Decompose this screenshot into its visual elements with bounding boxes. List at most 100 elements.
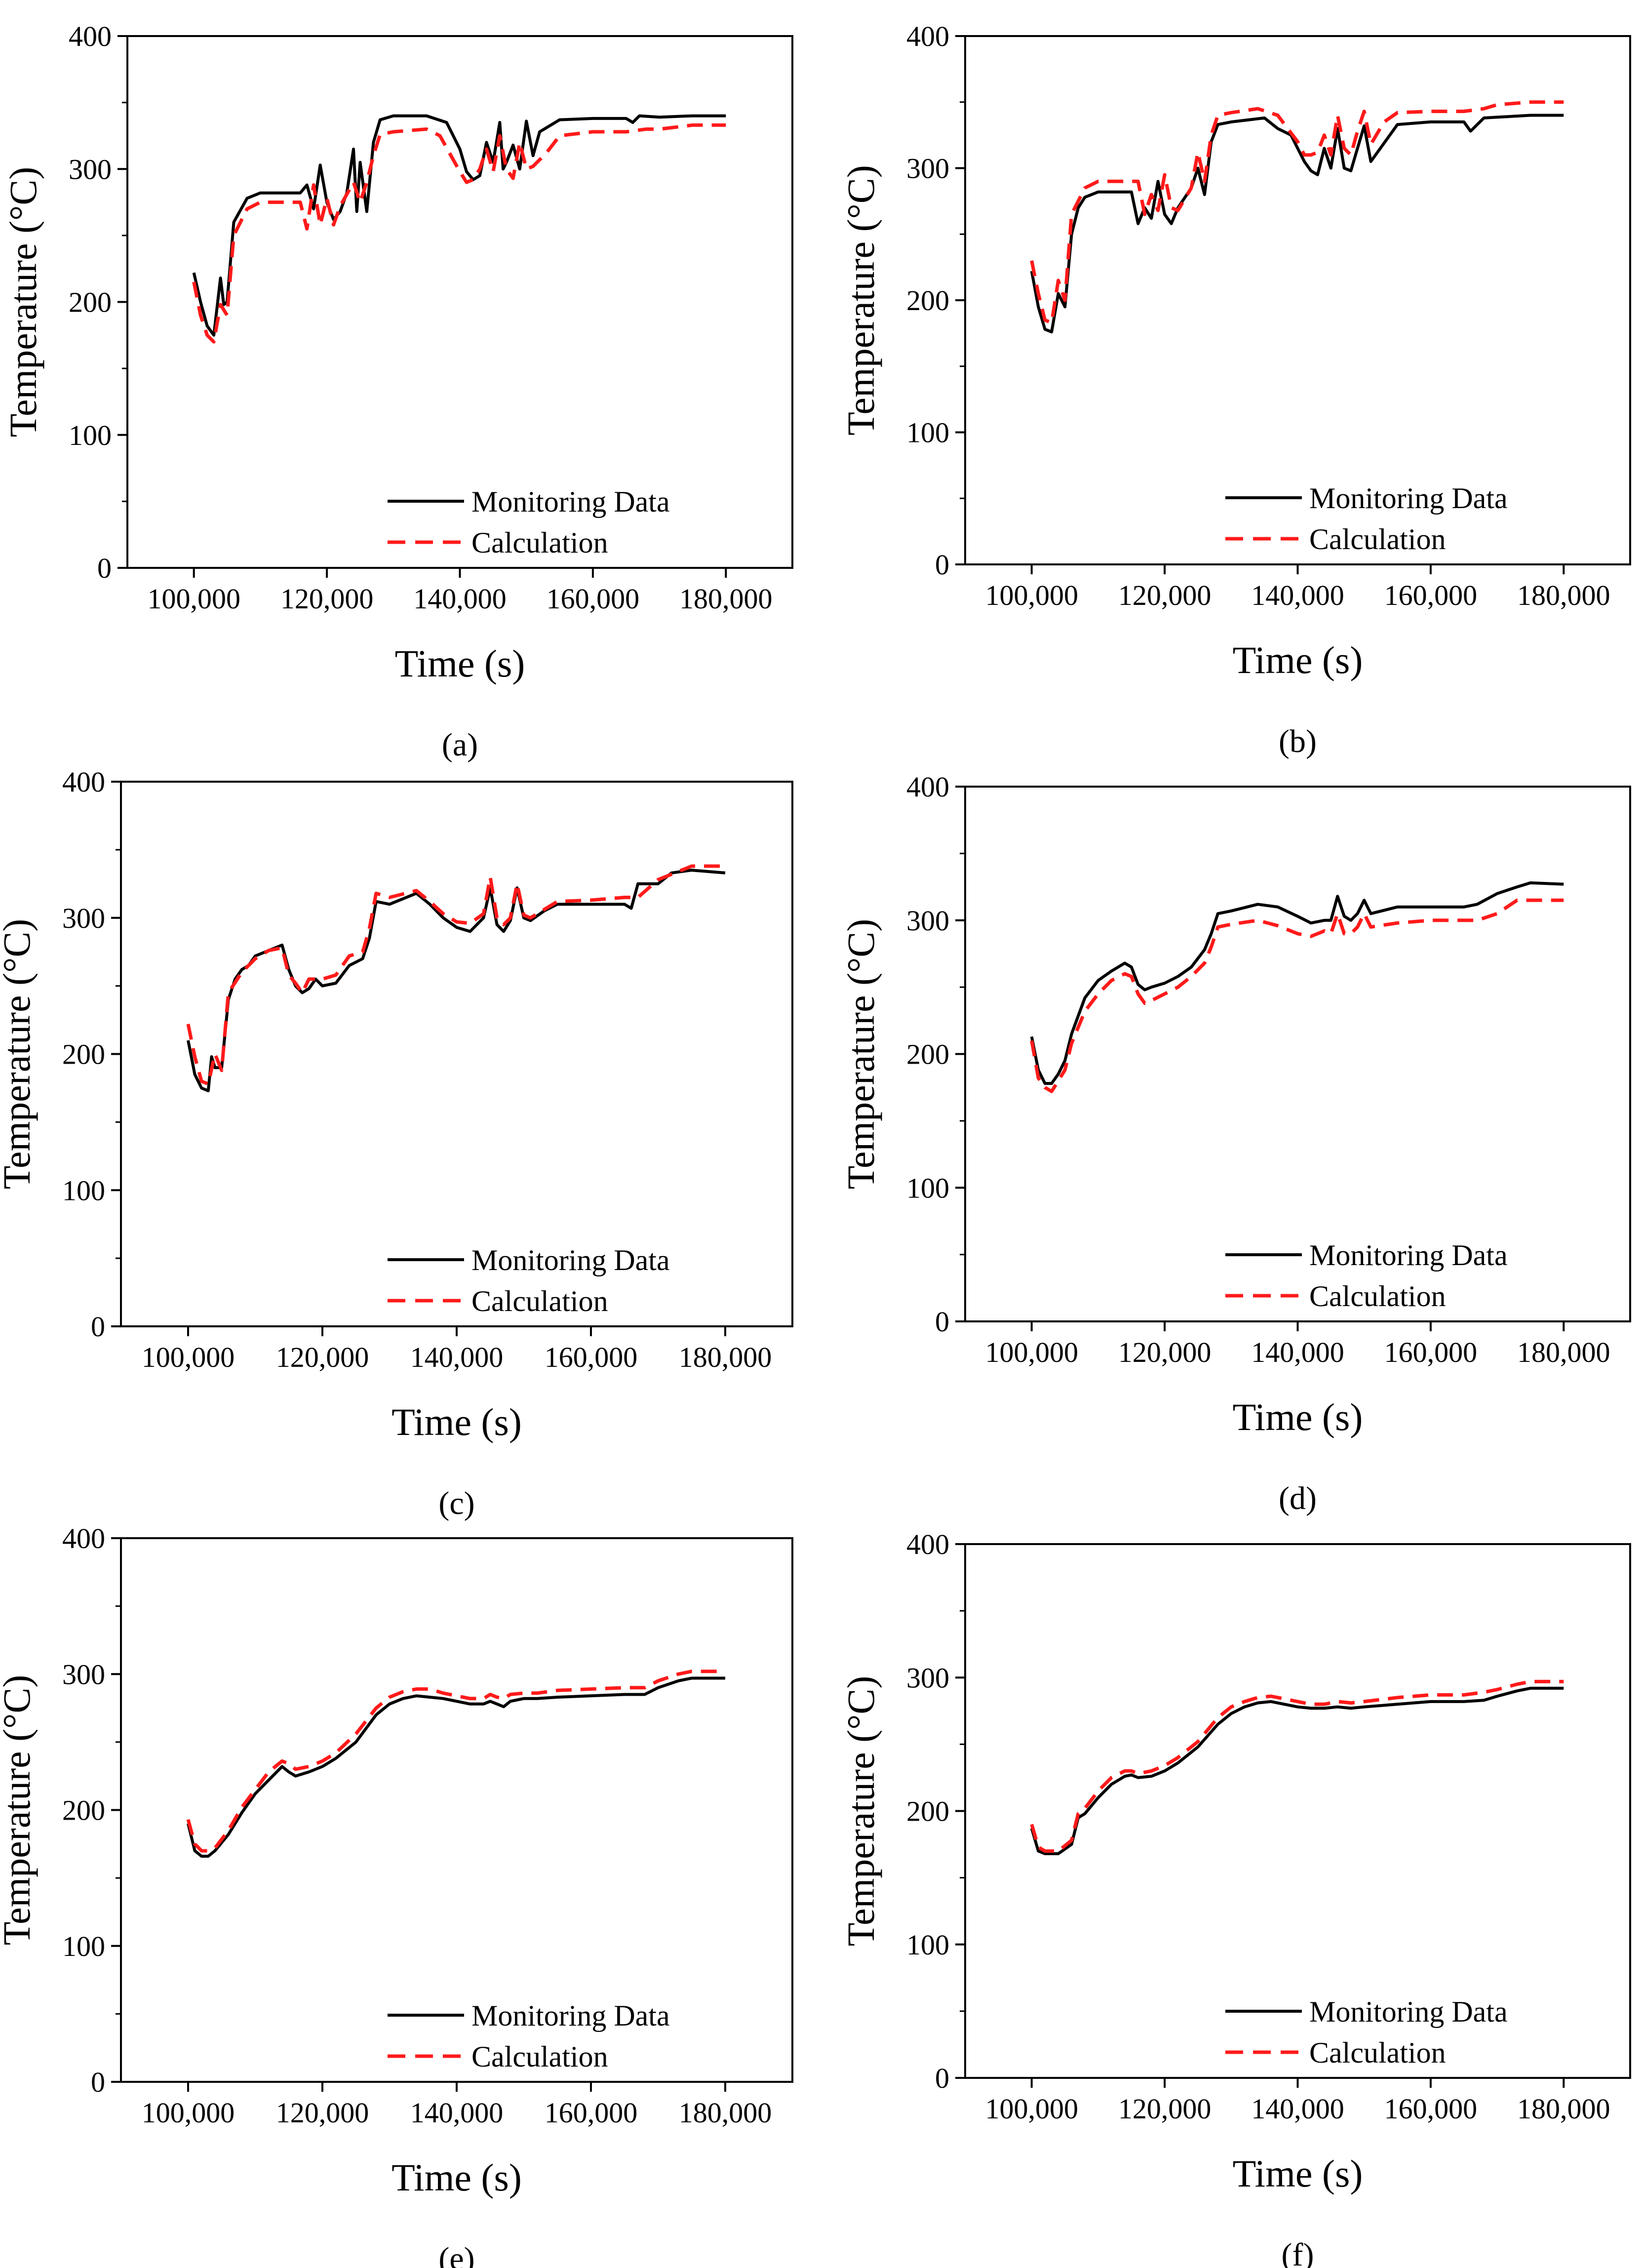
chart-b-x-tick-label: 180,000 (1517, 579, 1610, 611)
chart-f-panel-label: (f) (1282, 2237, 1314, 2268)
chart-a-legend-label: Calculation (471, 526, 608, 559)
chart-a: 100,000 120,000 140,000 160,000 180,000 0 100 2… (1, 20, 793, 763)
chart-d-legend-label: Calculation (1309, 1280, 1446, 1313)
chart-f: 100,000 120,000 140,000 160,000 180,000 0 100 2… (839, 1528, 1631, 2268)
chart-e-y-axis-title: Temperature (°C) (0, 1675, 38, 1946)
chart-c-x-axis-title: Time (s) (391, 1400, 522, 1443)
chart-e-series-calculation (186, 1670, 725, 1853)
chart-c-y-tick-label: 0 (91, 1311, 105, 1343)
chart-e-x-tick-label: 160,000 (545, 2097, 638, 2129)
chart-b-x-axis-title: Time (s) (1233, 638, 1363, 681)
chart-b: 100,000 120,000 140,000 160,000 180,000 0 100 2… (839, 20, 1631, 759)
chart-c-y-axis-title: Temperature (°C) (0, 919, 38, 1190)
chart-d-y-tick-label: 200 (906, 1038, 949, 1071)
chart-b-y-tick-label: 400 (906, 20, 949, 52)
chart-a-x-tick-label: 100,000 (147, 583, 240, 615)
chart-a-x-axis-title: Time (s) (395, 642, 525, 685)
chart-d-x-tick-label: 100,000 (985, 1336, 1078, 1368)
chart-b-y-tick-label: 0 (935, 549, 949, 581)
chart-e-x-tick-label: 100,000 (142, 2097, 235, 2129)
chart-b-panel-label: (b) (1279, 723, 1317, 759)
chart-f-series-monitoring-data (1030, 1686, 1564, 1855)
chart-c-legend-label: Calculation (471, 1285, 608, 1317)
chart-c-legend-label: Monitoring Data (471, 1244, 670, 1276)
chart-b-y-tick-label: 200 (906, 284, 949, 317)
chart-c-y-tick-label: 200 (62, 1038, 105, 1071)
chart-b-y-tick-label: 100 (906, 417, 949, 449)
chart-e-legend-label: Calculation (471, 2040, 608, 2073)
chart-f-legend-label: Monitoring Data (1309, 1995, 1508, 2028)
chart-e-x-tick-label: 180,000 (679, 2097, 772, 2129)
chart-d-x-tick-label: 160,000 (1384, 1336, 1478, 1368)
chart-f-x-tick-label: 140,000 (1251, 2093, 1344, 2125)
chart-f-x-tick-label: 160,000 (1384, 2093, 1478, 2125)
chart-f-y-tick-label: 300 (906, 1662, 949, 1694)
chart-e: 100,000 120,000 140,000 160,000 180,000 0 100 2… (0, 1522, 793, 2268)
chart-f-y-tick-label: 0 (935, 2062, 949, 2094)
chart-b-legend-label: Calculation (1309, 523, 1446, 556)
chart-f-y-tick-label: 200 (906, 1795, 949, 1828)
chart-d-series-monitoring-data (1030, 881, 1564, 1085)
chart-d-y-tick-label: 0 (935, 1306, 949, 1338)
chart-e-y-tick-label: 200 (62, 1794, 105, 1827)
chart-c-x-tick-label: 180,000 (679, 1341, 772, 1373)
chart-b-x-tick-label: 160,000 (1384, 579, 1478, 611)
chart-c-y-tick-label: 400 (62, 766, 105, 798)
chart-c-x-tick-label: 140,000 (410, 1341, 504, 1373)
chart-a-series-monitoring-data (192, 114, 726, 337)
chart-a-legend-label: Monitoring Data (471, 485, 670, 518)
chart-f-x-tick-label: 180,000 (1517, 2093, 1610, 2125)
chart-b-series-calculation (1030, 100, 1564, 324)
chart-a-y-axis-title: Temperature (°C) (1, 167, 44, 438)
chart-e-panel-label: (e) (438, 2241, 474, 2268)
chart-a-series-calculation (192, 123, 726, 344)
chart-f-x-tick-label: 100,000 (985, 2093, 1078, 2125)
chart-e-y-tick-label: 300 (62, 1658, 105, 1690)
chart-c: 100,000 120,000 140,000 160,000 180,000 0 100 2… (0, 766, 793, 1521)
chart-b-x-tick-label: 100,000 (985, 579, 1078, 611)
chart-e-y-tick-label: 100 (62, 1930, 105, 1962)
chart-d-y-tick-label: 100 (906, 1172, 949, 1204)
chart-c-y-tick-label: 100 (62, 1174, 105, 1206)
chart-d-legend-label: Monitoring Data (1309, 1239, 1508, 1272)
chart-a-y-tick-label: 400 (69, 20, 112, 52)
chart-f-y-axis-title: Temperature (°C) (839, 1676, 882, 1947)
chart-e-legend-label: Monitoring Data (471, 1999, 670, 2032)
chart-d-series-calculation (1030, 898, 1564, 1093)
chart-c-x-tick-label: 100,000 (142, 1341, 235, 1373)
chart-f-y-tick-label: 400 (906, 1528, 949, 1560)
chart-d-y-axis-title: Temperature (°C) (839, 919, 882, 1190)
chart-f-x-axis-title: Time (s) (1233, 2152, 1363, 2195)
chart-e-series-monitoring-data (187, 1676, 725, 1858)
chart-c-series-calculation (186, 864, 725, 1086)
chart-b-x-tick-label: 120,000 (1118, 579, 1212, 611)
chart-f-x-tick-label: 120,000 (1118, 2093, 1212, 2125)
chart-c-panel-label: (c) (438, 1485, 474, 1521)
chart-a-y-tick-label: 300 (69, 153, 112, 185)
chart-b-series-monitoring-data (1030, 114, 1564, 334)
chart-e-y-tick-label: 0 (91, 2066, 105, 2098)
chart-d-y-tick-label: 400 (906, 771, 949, 803)
chart-e-x-tick-label: 120,000 (276, 2097, 369, 2129)
chart-a-y-tick-label: 0 (97, 552, 112, 584)
chart-d-x-axis-title: Time (s) (1233, 1395, 1363, 1438)
chart-e-x-axis-title: Time (s) (391, 2156, 522, 2199)
chart-c-y-tick-label: 300 (62, 902, 105, 934)
chart-f-y-tick-label: 100 (906, 1929, 949, 1961)
chart-b-y-axis-title: Temperature (°C) (839, 165, 882, 436)
chart-a-x-tick-label: 160,000 (547, 583, 640, 615)
chart-d: 100,000 120,000 140,000 160,000 180,000 0 100 2… (839, 771, 1631, 1516)
chart-d-panel-label: (d) (1279, 1480, 1317, 1516)
chart-f-legend-label: Calculation (1309, 2036, 1446, 2069)
chart-c-x-tick-label: 120,000 (276, 1341, 369, 1373)
chart-b-y-tick-label: 300 (906, 153, 949, 185)
chart-b-x-tick-label: 140,000 (1251, 579, 1344, 611)
chart-a-x-tick-label: 120,000 (280, 583, 374, 615)
chart-a-x-tick-label: 180,000 (679, 583, 773, 615)
chart-d-x-tick-label: 180,000 (1517, 1336, 1610, 1368)
chart-e-x-tick-label: 140,000 (410, 2097, 504, 2129)
chart-a-panel-label: (a) (442, 727, 478, 763)
chart-d-y-tick-label: 300 (906, 905, 949, 937)
chart-d-x-tick-label: 120,000 (1118, 1336, 1212, 1368)
